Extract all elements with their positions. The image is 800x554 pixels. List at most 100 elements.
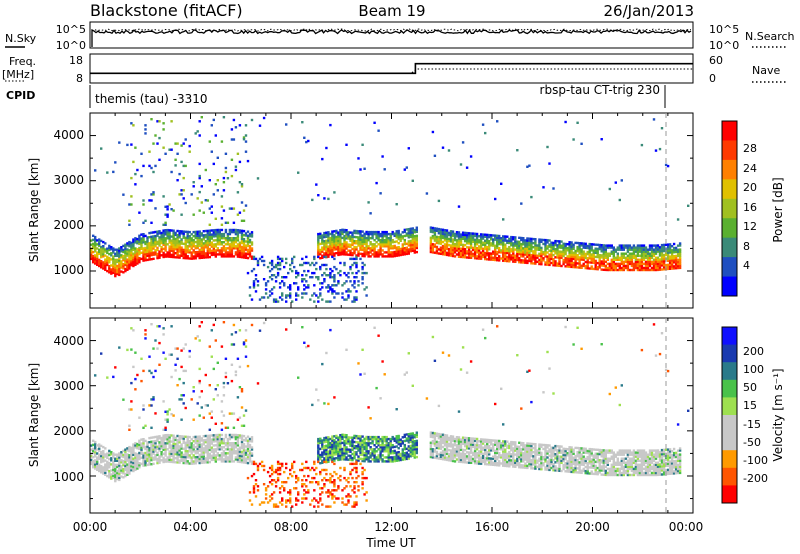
power-cell <box>612 246 615 249</box>
velocity-cell <box>339 436 342 439</box>
velocity-cell <box>112 466 115 469</box>
velocity-cell <box>112 476 115 479</box>
power-cell <box>387 237 390 240</box>
power-cell <box>331 292 334 295</box>
power-cell <box>520 261 523 264</box>
power-cell <box>379 239 382 242</box>
power-cell <box>652 264 656 268</box>
power-cell <box>122 256 125 260</box>
velocity-cell <box>347 481 350 484</box>
power-cell <box>228 255 232 258</box>
power-cell <box>349 280 352 283</box>
velocity-cell <box>158 437 161 440</box>
power-cell <box>630 256 634 259</box>
power-cell <box>112 247 115 250</box>
power-cell <box>670 249 674 252</box>
power-cell <box>397 248 400 251</box>
velocity-cell <box>224 460 228 463</box>
power-cell <box>166 255 169 258</box>
power-cell <box>208 235 211 238</box>
power-cell <box>498 238 501 242</box>
power-cell <box>355 290 358 293</box>
velocity-cell <box>102 458 105 461</box>
velocity-cell <box>222 452 226 455</box>
power-cell <box>618 268 621 272</box>
power-cell <box>413 243 416 246</box>
power-cell <box>124 253 127 256</box>
power-cell <box>106 171 109 174</box>
power-cell <box>642 244 646 247</box>
power-cell <box>502 235 505 238</box>
velocity-cell <box>168 440 171 443</box>
velocity-cell <box>262 464 266 468</box>
power-cell <box>484 257 487 261</box>
power-cell <box>387 251 390 254</box>
velocity-cell <box>156 457 159 461</box>
power-cell <box>92 250 95 254</box>
power-cell <box>359 240 362 243</box>
velocity-cell <box>355 441 358 444</box>
velocity-cell <box>184 406 187 410</box>
power-cell <box>492 234 495 237</box>
power-cell <box>397 237 400 241</box>
power-cell <box>120 266 123 269</box>
velocity-cell <box>291 462 294 466</box>
velocity-cell <box>333 479 336 482</box>
power-cell <box>490 244 493 247</box>
velocity-cell <box>138 443 141 447</box>
power-cell <box>479 243 483 246</box>
power-cell <box>652 258 656 261</box>
velocity-cell <box>345 495 348 498</box>
velocity-cell <box>142 404 145 407</box>
power-cell <box>276 257 280 261</box>
power-cell <box>168 245 171 248</box>
power-cell <box>548 162 551 165</box>
power-cell <box>449 240 453 243</box>
power-cell <box>361 234 364 237</box>
velocity-cell <box>130 452 133 456</box>
velocity-cell <box>140 456 143 459</box>
power-cell <box>490 242 493 245</box>
velocity-cell <box>333 396 336 399</box>
power-cell <box>331 238 334 241</box>
power-cell <box>94 258 97 261</box>
power-cbar-tick-16: 16 <box>743 201 757 214</box>
power-cell <box>198 256 201 260</box>
power-cell <box>670 255 674 258</box>
velocity-cell <box>128 460 131 463</box>
velocity-cell <box>347 450 350 453</box>
power-cell <box>622 262 625 266</box>
power-cell <box>136 260 139 263</box>
velocity-cell <box>134 466 137 469</box>
velocity-cell <box>291 505 294 508</box>
velocity-cell <box>156 445 159 448</box>
power-cell <box>471 240 475 243</box>
power-cell <box>650 246 654 249</box>
power-cell <box>449 234 453 237</box>
power-cell <box>110 270 113 273</box>
velocity-cell <box>212 436 215 439</box>
velocity-cell <box>232 448 236 451</box>
velocity-cell <box>134 458 137 461</box>
power-cell <box>441 253 445 256</box>
power-cell <box>303 284 306 287</box>
power-cell <box>204 233 207 237</box>
velocity-cell <box>250 452 254 455</box>
power-cell <box>564 250 567 254</box>
velocity-cell <box>250 460 254 463</box>
velocity-cell <box>172 454 175 458</box>
power-cell <box>377 230 380 234</box>
velocity-cell <box>327 444 330 447</box>
power-cell <box>463 254 467 257</box>
power-cell <box>339 241 342 244</box>
power-cell <box>264 292 268 295</box>
power-cell <box>530 195 533 199</box>
power-cell <box>602 264 605 267</box>
power-cell <box>666 253 670 256</box>
velocity-cell <box>152 347 155 350</box>
power-cell <box>506 249 509 253</box>
power-cell <box>90 239 93 242</box>
velocity-cell <box>244 437 248 440</box>
power-cell <box>544 245 547 248</box>
power-cell <box>357 244 360 247</box>
